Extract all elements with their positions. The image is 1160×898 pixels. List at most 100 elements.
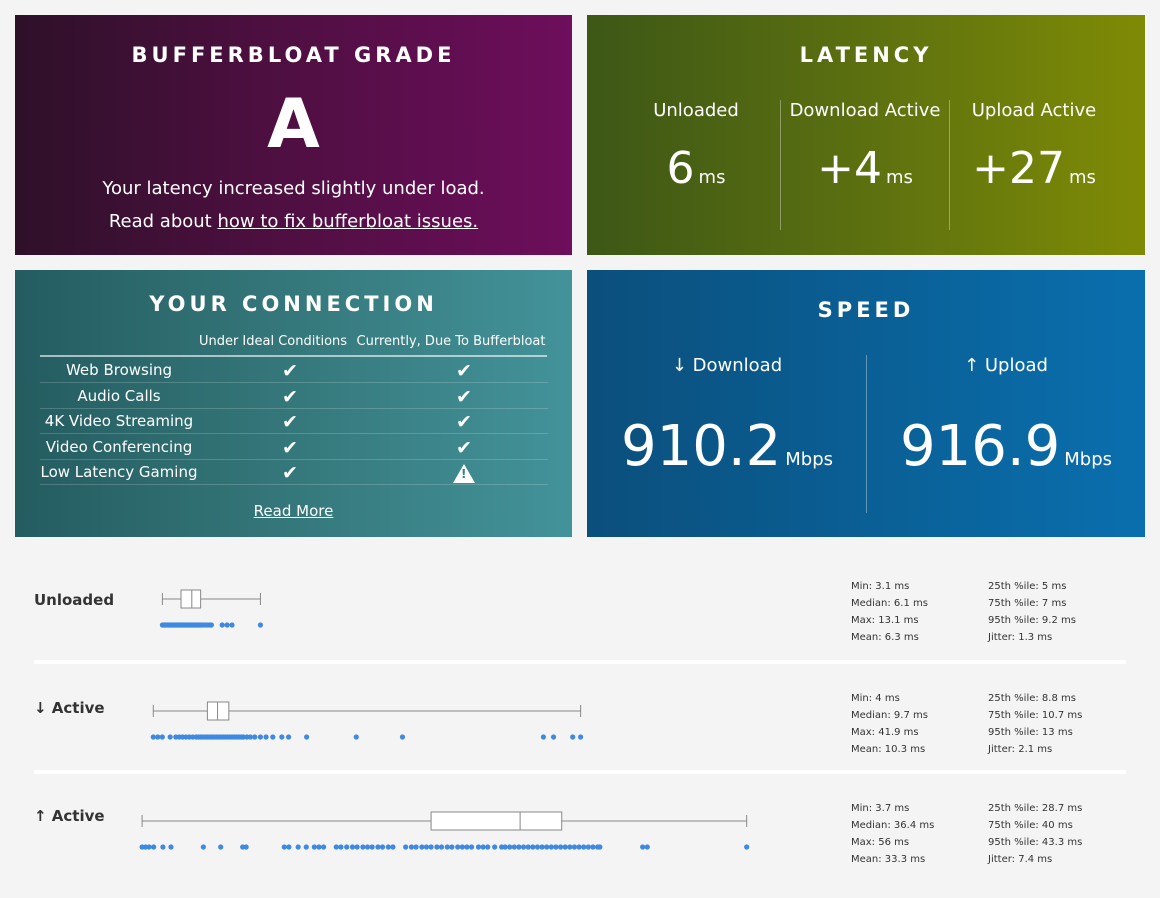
divider — [780, 100, 781, 230]
divider — [949, 100, 950, 230]
sample-dot — [344, 844, 350, 850]
read-more-text[interactable]: Read More — [253, 502, 334, 520]
stat-line: 75th %ile: 7 ms — [988, 598, 1067, 609]
latency-upload-active: Upload Active +27 ms — [949, 100, 1119, 194]
sample-dot — [303, 844, 309, 850]
connection-use-case: Audio Calls — [77, 386, 161, 405]
latency-title: LATENCY — [799, 43, 933, 67]
connection-row: Low Latency Gaming ✔ — [40, 460, 548, 485]
sample-dot — [585, 844, 591, 850]
sample-dot — [534, 844, 541, 850]
sample-dot — [160, 844, 166, 850]
connection-use-case: 4K Video Streaming — [44, 412, 194, 430]
sample-dot — [550, 734, 557, 740]
sample-dot — [540, 734, 547, 740]
stat-line: 95th %ile: 13 ms — [988, 727, 1073, 738]
sample-dot — [338, 844, 344, 850]
sample-dot — [744, 844, 750, 850]
sample-dot — [379, 844, 386, 850]
sample-dot — [419, 844, 425, 850]
connection-row: Video Conferencing ✔ ✔ — [40, 435, 548, 460]
sample-dot — [349, 844, 356, 850]
latency-unit: ms — [1068, 167, 1096, 188]
upload-label: ↑ Upload — [964, 355, 1048, 376]
sample-dot — [285, 734, 292, 740]
sample-dot — [369, 844, 375, 850]
stat-line: Mean: 33.3 ms — [851, 854, 926, 865]
sample-dot — [385, 844, 391, 850]
read-more-link[interactable]: Read More — [15, 502, 572, 520]
check-icon: ✔ — [282, 436, 298, 459]
sample-dot — [434, 844, 440, 850]
table-header-rule — [40, 355, 547, 357]
check-icon: ✔ — [282, 385, 298, 408]
column-header-current: Currently, Due To Bufferbloat — [356, 334, 546, 349]
sample-dot — [644, 844, 650, 850]
sample-dot — [150, 734, 156, 740]
stats-percentiles: 25th %ile: 28.7 ms 75th %ile: 40 ms 95th %… — [988, 800, 1082, 868]
sample-dot — [570, 734, 576, 740]
sample-dot — [403, 844, 409, 850]
sample-dot — [468, 844, 475, 850]
stat-line: Jitter: 7.4 ms — [988, 854, 1053, 865]
fix-bufferbloat-link[interactable]: how to fix bufferbloat issues. — [217, 211, 479, 232]
latency-value: +27 — [972, 143, 1065, 194]
plot-label: Unloaded — [34, 591, 115, 609]
latency-value: 6 — [666, 143, 695, 194]
stat-line: Max: 56 ms — [851, 837, 910, 848]
upload-value: 916.9 — [899, 414, 1061, 479]
grade-description: Your latency increased slightly under lo… — [102, 178, 485, 199]
latency-download-active: Download Active +4 ms — [780, 100, 950, 194]
sample-dot — [475, 844, 482, 850]
stat-line: Mean: 10.3 ms — [851, 744, 926, 755]
sample-dot — [146, 844, 152, 850]
download-unit: Mbps — [785, 449, 834, 470]
sample-dot — [511, 844, 517, 850]
stat-line: Max: 41.9 ms — [851, 727, 919, 738]
check-icon: ✔ — [282, 411, 298, 433]
sample-dot — [243, 844, 249, 850]
box-plot — [139, 811, 750, 850]
download-value: 910.2 — [620, 414, 782, 479]
sample-dot — [320, 844, 327, 850]
sample-dot — [168, 844, 174, 850]
stat-line: 75th %ile: 10.7 ms — [988, 710, 1083, 721]
sample-dot — [590, 844, 596, 850]
latency-unloaded: Unloaded 6 ms — [611, 100, 781, 194]
sample-dot — [208, 622, 215, 628]
latency-unit: ms — [698, 167, 726, 188]
stat-line: Mean: 6.3 ms — [851, 632, 919, 643]
stat-line: Jitter: 2.1 ms — [988, 744, 1053, 755]
sample-dot — [455, 844, 461, 850]
latency-plot-row: ↑ Active Min: 3.7 ms Median: 36.4 ms Max: 5… — [34, 787, 1126, 887]
sample-dot — [423, 844, 430, 850]
sample-dot — [257, 734, 263, 740]
sample-dot — [449, 844, 455, 850]
latency-card: LATENCY Unloaded 6 ms Download Active +4 m… — [587, 15, 1145, 255]
sample-dot — [492, 844, 498, 850]
your-connection-card: YOUR CONNECTION Under Ideal Conditions C… — [15, 270, 572, 537]
grade-title: BUFFERBLOAT GRADE — [131, 43, 456, 67]
sample-dot — [257, 622, 264, 628]
sample-dot — [539, 844, 545, 850]
sample-dot — [567, 844, 573, 850]
sample-dot — [438, 844, 445, 850]
sample-dot — [516, 844, 522, 850]
download-speed: ↓ Download 910.2 Mbps — [587, 355, 867, 479]
sample-dot — [459, 844, 465, 850]
sample-dot — [581, 844, 587, 850]
latency-plot-row: Unloaded Min: 3.1 ms Median: 6.1 ms Max: 13… — [34, 565, 1126, 665]
sample-dot — [219, 622, 225, 628]
sample-dot — [390, 844, 396, 850]
connection-title: YOUR CONNECTION — [149, 292, 438, 316]
sample-dot — [640, 844, 646, 850]
connection-use-case: Web Browsing — [65, 361, 173, 379]
sample-dot — [544, 844, 550, 850]
latency-label: Unloaded — [653, 100, 739, 121]
connection-use-case: Video Conferencing — [45, 437, 193, 456]
stat-line: Median: 9.7 ms — [851, 710, 928, 721]
sample-dot — [571, 844, 578, 850]
sample-dot — [399, 734, 406, 740]
column-header-ideal: Under Ideal Conditions — [198, 334, 348, 349]
stats-percentiles: 25th %ile: 8.8 ms 75th %ile: 10.7 ms 95th … — [988, 690, 1082, 758]
